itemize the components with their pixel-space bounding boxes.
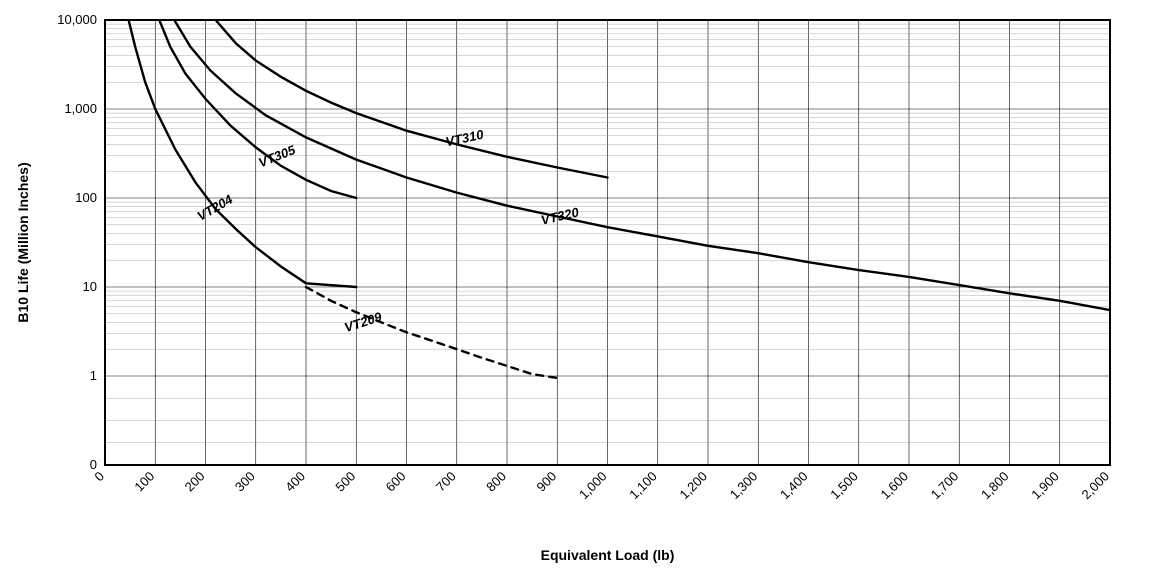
y-tick-label: 10,000 — [57, 12, 97, 27]
series-label-vt204: VT204 — [194, 191, 235, 224]
x-tick-label: 200 — [182, 469, 208, 495]
x-tick-label: 700 — [433, 469, 459, 495]
x-tick-label: 600 — [383, 469, 409, 495]
x-tick-label: 1,500 — [827, 469, 861, 503]
x-tick-label: 1,000 — [576, 469, 610, 503]
x-axis-label: Equivalent Load (lb) — [541, 547, 675, 563]
x-tick-label: 1,600 — [878, 469, 912, 503]
series-label-vt320: VT320 — [539, 204, 580, 227]
x-tick-label: 1,800 — [978, 469, 1012, 503]
y-tick-label: 1 — [90, 368, 97, 383]
grid — [105, 20, 1110, 465]
x-tick-label: 100 — [131, 469, 157, 495]
x-tick-label: 1,900 — [1028, 469, 1062, 503]
x-tick-label: 300 — [232, 469, 258, 495]
x-tick-label: 400 — [282, 469, 308, 495]
x-tick-label: 900 — [533, 469, 559, 495]
y-tick-label: 10 — [83, 279, 97, 294]
x-tick-label: 1,400 — [777, 469, 811, 503]
y-tick-label: 100 — [75, 190, 97, 205]
series-vt320 — [174, 20, 1110, 310]
series-label-vt209: VT209 — [342, 309, 384, 335]
x-tick-label: 500 — [332, 469, 358, 495]
y-tick-label: 1,000 — [64, 101, 97, 116]
b10-life-chart: 0 100 200 300 400 500 600 700 800 900 1,000 1,100 1,… — [0, 0, 1150, 575]
series-vt204 — [129, 20, 357, 287]
y-tick-label: 0 — [90, 457, 97, 472]
x-tick-label: 800 — [483, 469, 509, 495]
y-axis-label: B10 Life (Million Inches) — [15, 162, 31, 322]
x-tick-label: 1,700 — [928, 469, 962, 503]
x-tick-label: 1,200 — [677, 469, 711, 503]
x-tick-label: 1,300 — [727, 469, 761, 503]
x-tick-label: 2,000 — [1079, 469, 1113, 503]
series-label-vt305: VT305 — [256, 142, 298, 171]
x-tick-label: 1,100 — [626, 469, 660, 503]
